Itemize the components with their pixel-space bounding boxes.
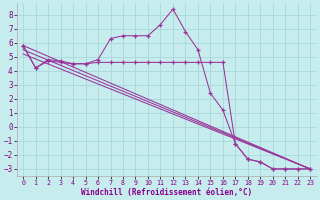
- X-axis label: Windchill (Refroidissement éolien,°C): Windchill (Refroidissement éolien,°C): [81, 188, 252, 197]
